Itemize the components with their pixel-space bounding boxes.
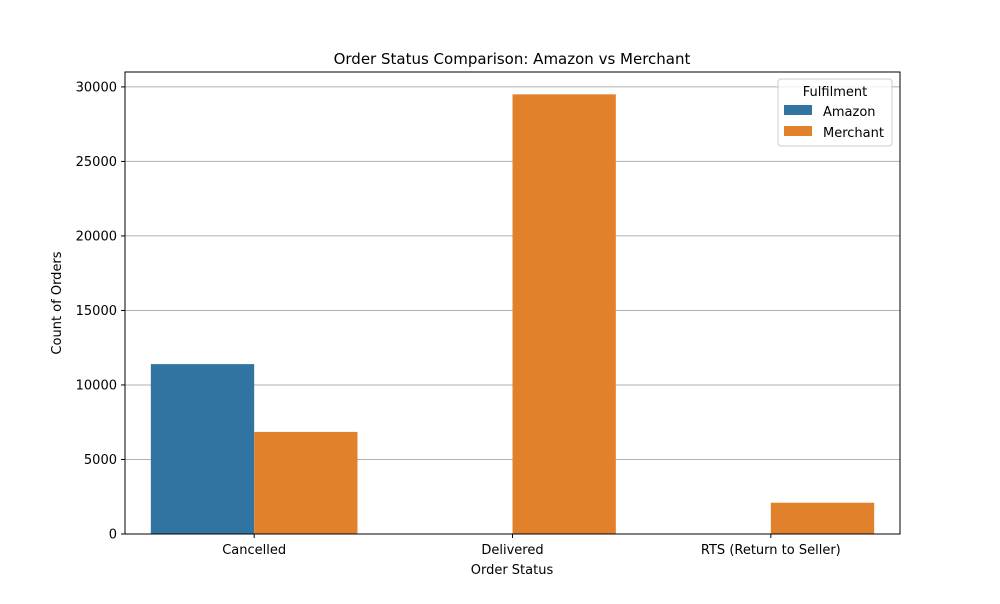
legend-title: Fulfilment	[803, 85, 867, 100]
y-tick-label: 25000	[76, 155, 117, 170]
chart-title: Order Status Comparison: Amazon vs Merch…	[334, 50, 691, 68]
y-tick-label: 5000	[84, 453, 117, 468]
legend-swatch-merchant	[784, 126, 812, 136]
y-axis-label: Count of Orders	[50, 251, 65, 354]
y-tick-label: 0	[109, 528, 117, 543]
y-tick-label: 30000	[76, 80, 117, 95]
legend-label-merchant: Merchant	[823, 126, 884, 141]
bar-merchant-1	[254, 431, 358, 534]
x-tick-label: Delivered	[481, 543, 543, 558]
legend-label-amazon: Amazon	[823, 105, 876, 120]
bar-merchant-3	[770, 502, 875, 534]
bars	[150, 94, 875, 535]
x-axis-label: Order Status	[471, 563, 554, 578]
axis-ticks: 0 5000 10000 15000 20000 25000 30000 Cancelled D…	[76, 80, 841, 558]
bar-merchant-2	[512, 94, 616, 535]
legend-swatch-amazon	[784, 105, 812, 115]
y-tick-label: 15000	[76, 304, 117, 319]
y-tick-label: 20000	[76, 229, 117, 244]
legend: Fulfilment Amazon Merchant	[777, 78, 893, 147]
bar-amazon-1	[150, 364, 255, 534]
y-tick-label: 10000	[76, 378, 117, 393]
x-tick-label: RTS (Return to Seller)	[701, 543, 841, 558]
x-tick-label: Cancelled	[222, 543, 286, 558]
